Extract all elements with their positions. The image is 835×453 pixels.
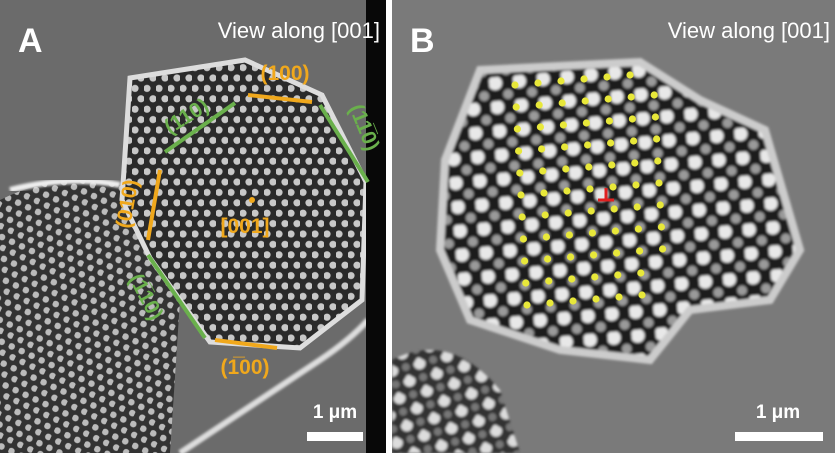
atom-marker: [565, 209, 572, 216]
atom-marker: [511, 81, 518, 88]
atom-marker: [613, 249, 620, 256]
atom-marker: [538, 145, 545, 152]
atom-marker: [632, 181, 639, 188]
atom-marker: [569, 297, 576, 304]
atom-marker: [652, 113, 659, 120]
atom-marker: [562, 165, 569, 172]
scale-bar: [307, 432, 363, 441]
atom-marker: [654, 157, 661, 164]
edge: [366, 0, 386, 453]
zone-dot: [249, 197, 255, 203]
scale-label: 1 μm: [313, 402, 357, 423]
view-label: View along [001]: [668, 18, 830, 43]
atom-marker: [590, 251, 597, 258]
atom-marker: [544, 255, 551, 262]
atom-marker: [580, 75, 587, 82]
atom-marker: [603, 73, 610, 80]
atom-marker: [634, 203, 641, 210]
atom-marker: [534, 79, 541, 86]
atom-marker: [520, 235, 527, 242]
atom-marker: [631, 159, 638, 166]
atom-marker: [560, 121, 567, 128]
panel-a: (100) (110) (11̅0) (010) (1̅10) (1̅00) […: [0, 0, 386, 453]
atom-marker: [517, 191, 524, 198]
atom-marker: [585, 163, 592, 170]
atom-marker: [521, 257, 528, 264]
atom-marker: [514, 125, 521, 132]
atom-marker: [659, 245, 666, 252]
atom-marker: [588, 207, 595, 214]
atom-marker: [537, 123, 544, 130]
atom-marker: [557, 77, 564, 84]
atom-marker: [612, 227, 619, 234]
atom-marker: [609, 183, 616, 190]
atom-marker: [566, 231, 573, 238]
atom-marker: [523, 301, 530, 308]
atom-marker: [635, 225, 642, 232]
atom-marker: [516, 169, 523, 176]
atom-marker: [582, 97, 589, 104]
atom-marker: [561, 143, 568, 150]
divider: [386, 0, 392, 453]
atom-marker: [629, 115, 636, 122]
atom-marker: [522, 279, 529, 286]
view-label: View along [001]: [218, 18, 380, 43]
figure: (100) (110) (11̅0) (010) (1̅10) (1̅00) […: [0, 0, 835, 453]
panel-b: B View along [001] 1 μm: [392, 0, 835, 453]
facet-label: (100): [260, 62, 309, 85]
atom-marker: [653, 135, 660, 142]
atom-marker: [611, 205, 618, 212]
zone-label: [001]: [220, 215, 269, 238]
atom-marker: [630, 137, 637, 144]
atom-marker: [606, 117, 613, 124]
atom-marker: [559, 99, 566, 106]
atom-marker: [636, 247, 643, 254]
atom-marker: [519, 213, 526, 220]
atom-marker: [586, 185, 593, 192]
atom-marker: [638, 291, 645, 298]
atom-marker: [589, 229, 596, 236]
atom-marker: [568, 275, 575, 282]
atom-marker: [546, 299, 553, 306]
atom-marker: [583, 119, 590, 126]
panel-label: A: [18, 22, 43, 60]
atom-marker: [651, 91, 658, 98]
scale-label: 1 μm: [756, 402, 800, 423]
atom-marker: [637, 269, 644, 276]
scale-bar: [735, 432, 823, 441]
atom-marker: [545, 277, 552, 284]
facet-label: (1̅00): [220, 356, 269, 379]
atom-marker: [567, 253, 574, 260]
atom-marker: [607, 139, 614, 146]
atom-marker: [513, 103, 520, 110]
atom-marker: [657, 201, 664, 208]
atom-marker: [615, 293, 622, 300]
atom-marker: [614, 271, 621, 278]
atom-marker: [658, 223, 665, 230]
atom-marker: [563, 187, 570, 194]
atom-marker: [591, 273, 598, 280]
atom-marker: [592, 295, 599, 302]
atom-marker: [536, 101, 543, 108]
atom-marker: [608, 161, 615, 168]
atom-marker: [584, 141, 591, 148]
atom-marker: [628, 93, 635, 100]
atom-marker: [542, 211, 549, 218]
atom-marker: [626, 71, 633, 78]
atom-marker: [539, 167, 546, 174]
atom-marker: [605, 95, 612, 102]
atom-marker: [540, 189, 547, 196]
panel-label: B: [410, 22, 435, 60]
atom-marker: [655, 179, 662, 186]
atom-marker: [515, 147, 522, 154]
atom-marker: [543, 233, 550, 240]
